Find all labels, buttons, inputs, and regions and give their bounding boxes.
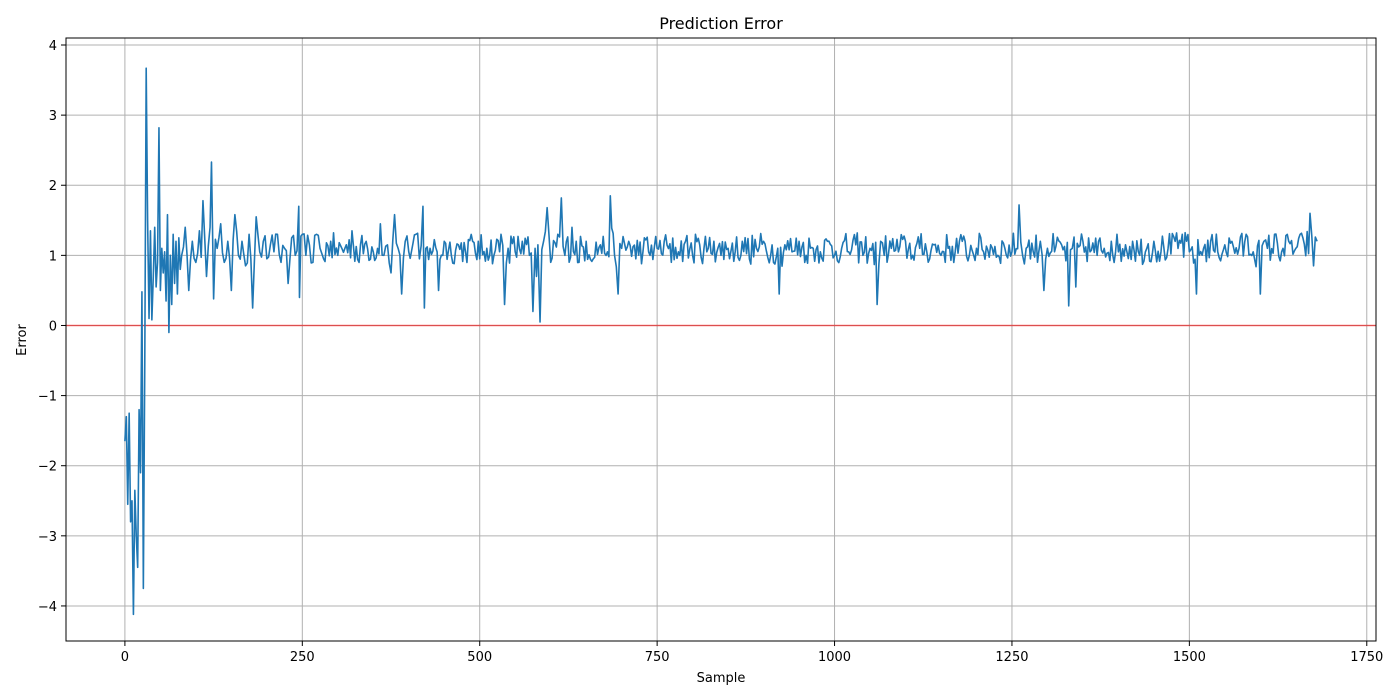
y-tick-label: −2 (38, 460, 57, 475)
y-axis-ticks: −4 −3 −2 −1 0 1 2 3 4 (38, 39, 66, 615)
error-series-line (124, 67, 1318, 616)
x-tick-label: 1750 (1350, 650, 1383, 665)
x-axis-ticks: 0 250 500 750 1000 1250 1500 1750 (121, 641, 1383, 665)
x-tick-label: 1500 (1173, 650, 1206, 665)
x-tick-label: 1000 (818, 650, 851, 665)
y-tick-label: 2 (49, 179, 57, 194)
x-tick-label: 500 (467, 650, 492, 665)
x-axis-label: Sample (697, 671, 746, 686)
y-tick-label: 4 (49, 39, 57, 54)
chart-title: Prediction Error (659, 14, 783, 33)
y-tick-label: −1 (38, 390, 57, 405)
y-tick-label: −3 (38, 530, 57, 545)
series-layer (124, 67, 1318, 616)
x-tick-label: 1250 (995, 650, 1028, 665)
x-tick-label: 250 (290, 650, 315, 665)
y-axis-label: Error (15, 324, 30, 356)
y-tick-label: 0 (49, 319, 57, 334)
x-tick-label: 0 (121, 650, 129, 665)
y-tick-label: 1 (49, 249, 57, 264)
x-tick-label: 750 (645, 650, 670, 665)
y-tick-label: 3 (49, 109, 57, 124)
y-tick-label: −4 (38, 600, 57, 615)
plot-frame (65, 37, 1377, 642)
